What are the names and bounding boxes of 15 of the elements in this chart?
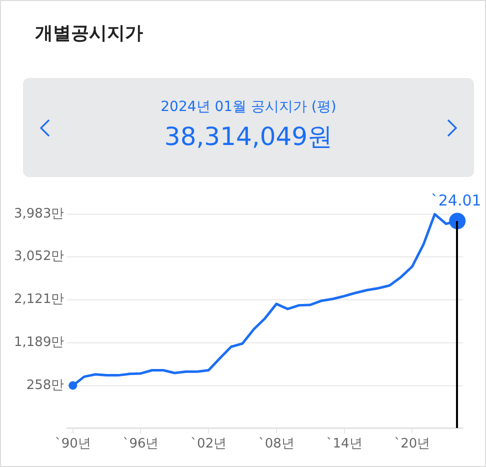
- y-tick-label: 2,121만: [14, 292, 64, 308]
- chart-title: 개별공시지가: [35, 22, 143, 45]
- x-tick-label: `02년: [190, 436, 227, 452]
- x-tick-label: `08년: [258, 436, 294, 452]
- y-tick-label: 3,983만: [14, 206, 64, 222]
- x-tick-label: `14년: [326, 436, 362, 452]
- x-tick-label: `96년: [122, 436, 159, 452]
- chart-subtitle: 2024년 01월 공시지가 (평): [160, 98, 338, 116]
- x-tick-label: `20년: [394, 436, 430, 452]
- annotation: `24.01: [430, 191, 482, 210]
- y-tick-label: 258만: [26, 378, 64, 393]
- text: 38,314,049원: [163, 121, 334, 153]
- x-tick-label: `90년: [54, 436, 91, 452]
- y-tick-label: 1,189만: [14, 335, 64, 350]
- y-tick-label: 3,052만: [14, 249, 64, 264]
